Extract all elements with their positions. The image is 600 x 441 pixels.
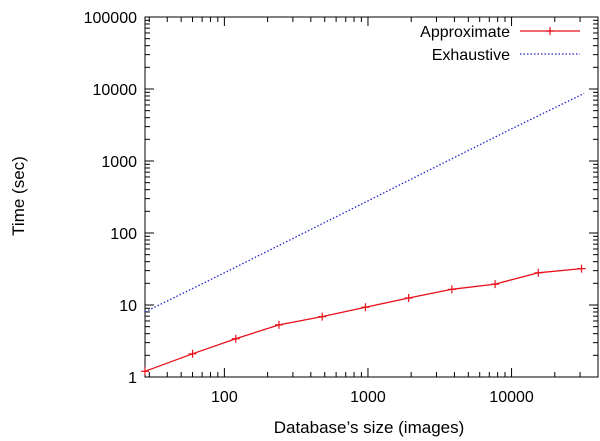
data-point-approximate (231, 334, 240, 343)
data-point-approximate (577, 264, 586, 273)
y-axis: 1 10 100 1000 10000 100000 (84, 10, 598, 387)
y-tick-label: 10000 (93, 82, 138, 99)
legend: Approximate Exhaustive (420, 24, 580, 64)
y-tick-label: 1 (128, 370, 137, 387)
plot-border (144, 16, 599, 378)
y-axis-title: Time (sec) (9, 156, 28, 236)
data-point-approximate (318, 312, 327, 321)
x-tick-label: 10000 (489, 389, 534, 406)
x-tick-label: 1000 (350, 389, 386, 406)
data-point-approximate (361, 303, 370, 312)
legend-marker-approximate (546, 27, 554, 35)
data-point-approximate (188, 349, 197, 358)
y-tick-label: 10 (119, 298, 137, 315)
y-tick-label: 100 (110, 226, 137, 243)
y-tick-label: 100000 (84, 10, 137, 27)
data-point-approximate (274, 320, 283, 329)
data-point-approximate (404, 294, 413, 303)
x-tick-label: 100 (211, 389, 238, 406)
data-point-approximate (447, 285, 456, 294)
data-point-approximate (534, 268, 543, 277)
data-point-approximate (141, 367, 149, 376)
legend-label-approximate: Approximate (420, 24, 510, 41)
series-line-exhaustive (144, 92, 585, 313)
x-axis-title: Database’s size (images) (274, 418, 465, 437)
legend-label-exhaustive: Exhaustive (432, 47, 510, 64)
series-layer (141, 92, 586, 376)
data-point-approximate (491, 280, 500, 289)
y-tick-label: 1000 (101, 154, 137, 171)
series-line-approximate (144, 267, 582, 372)
x-axis: 100 1000 10000 (148, 17, 599, 406)
plot-frame (144, 16, 599, 378)
